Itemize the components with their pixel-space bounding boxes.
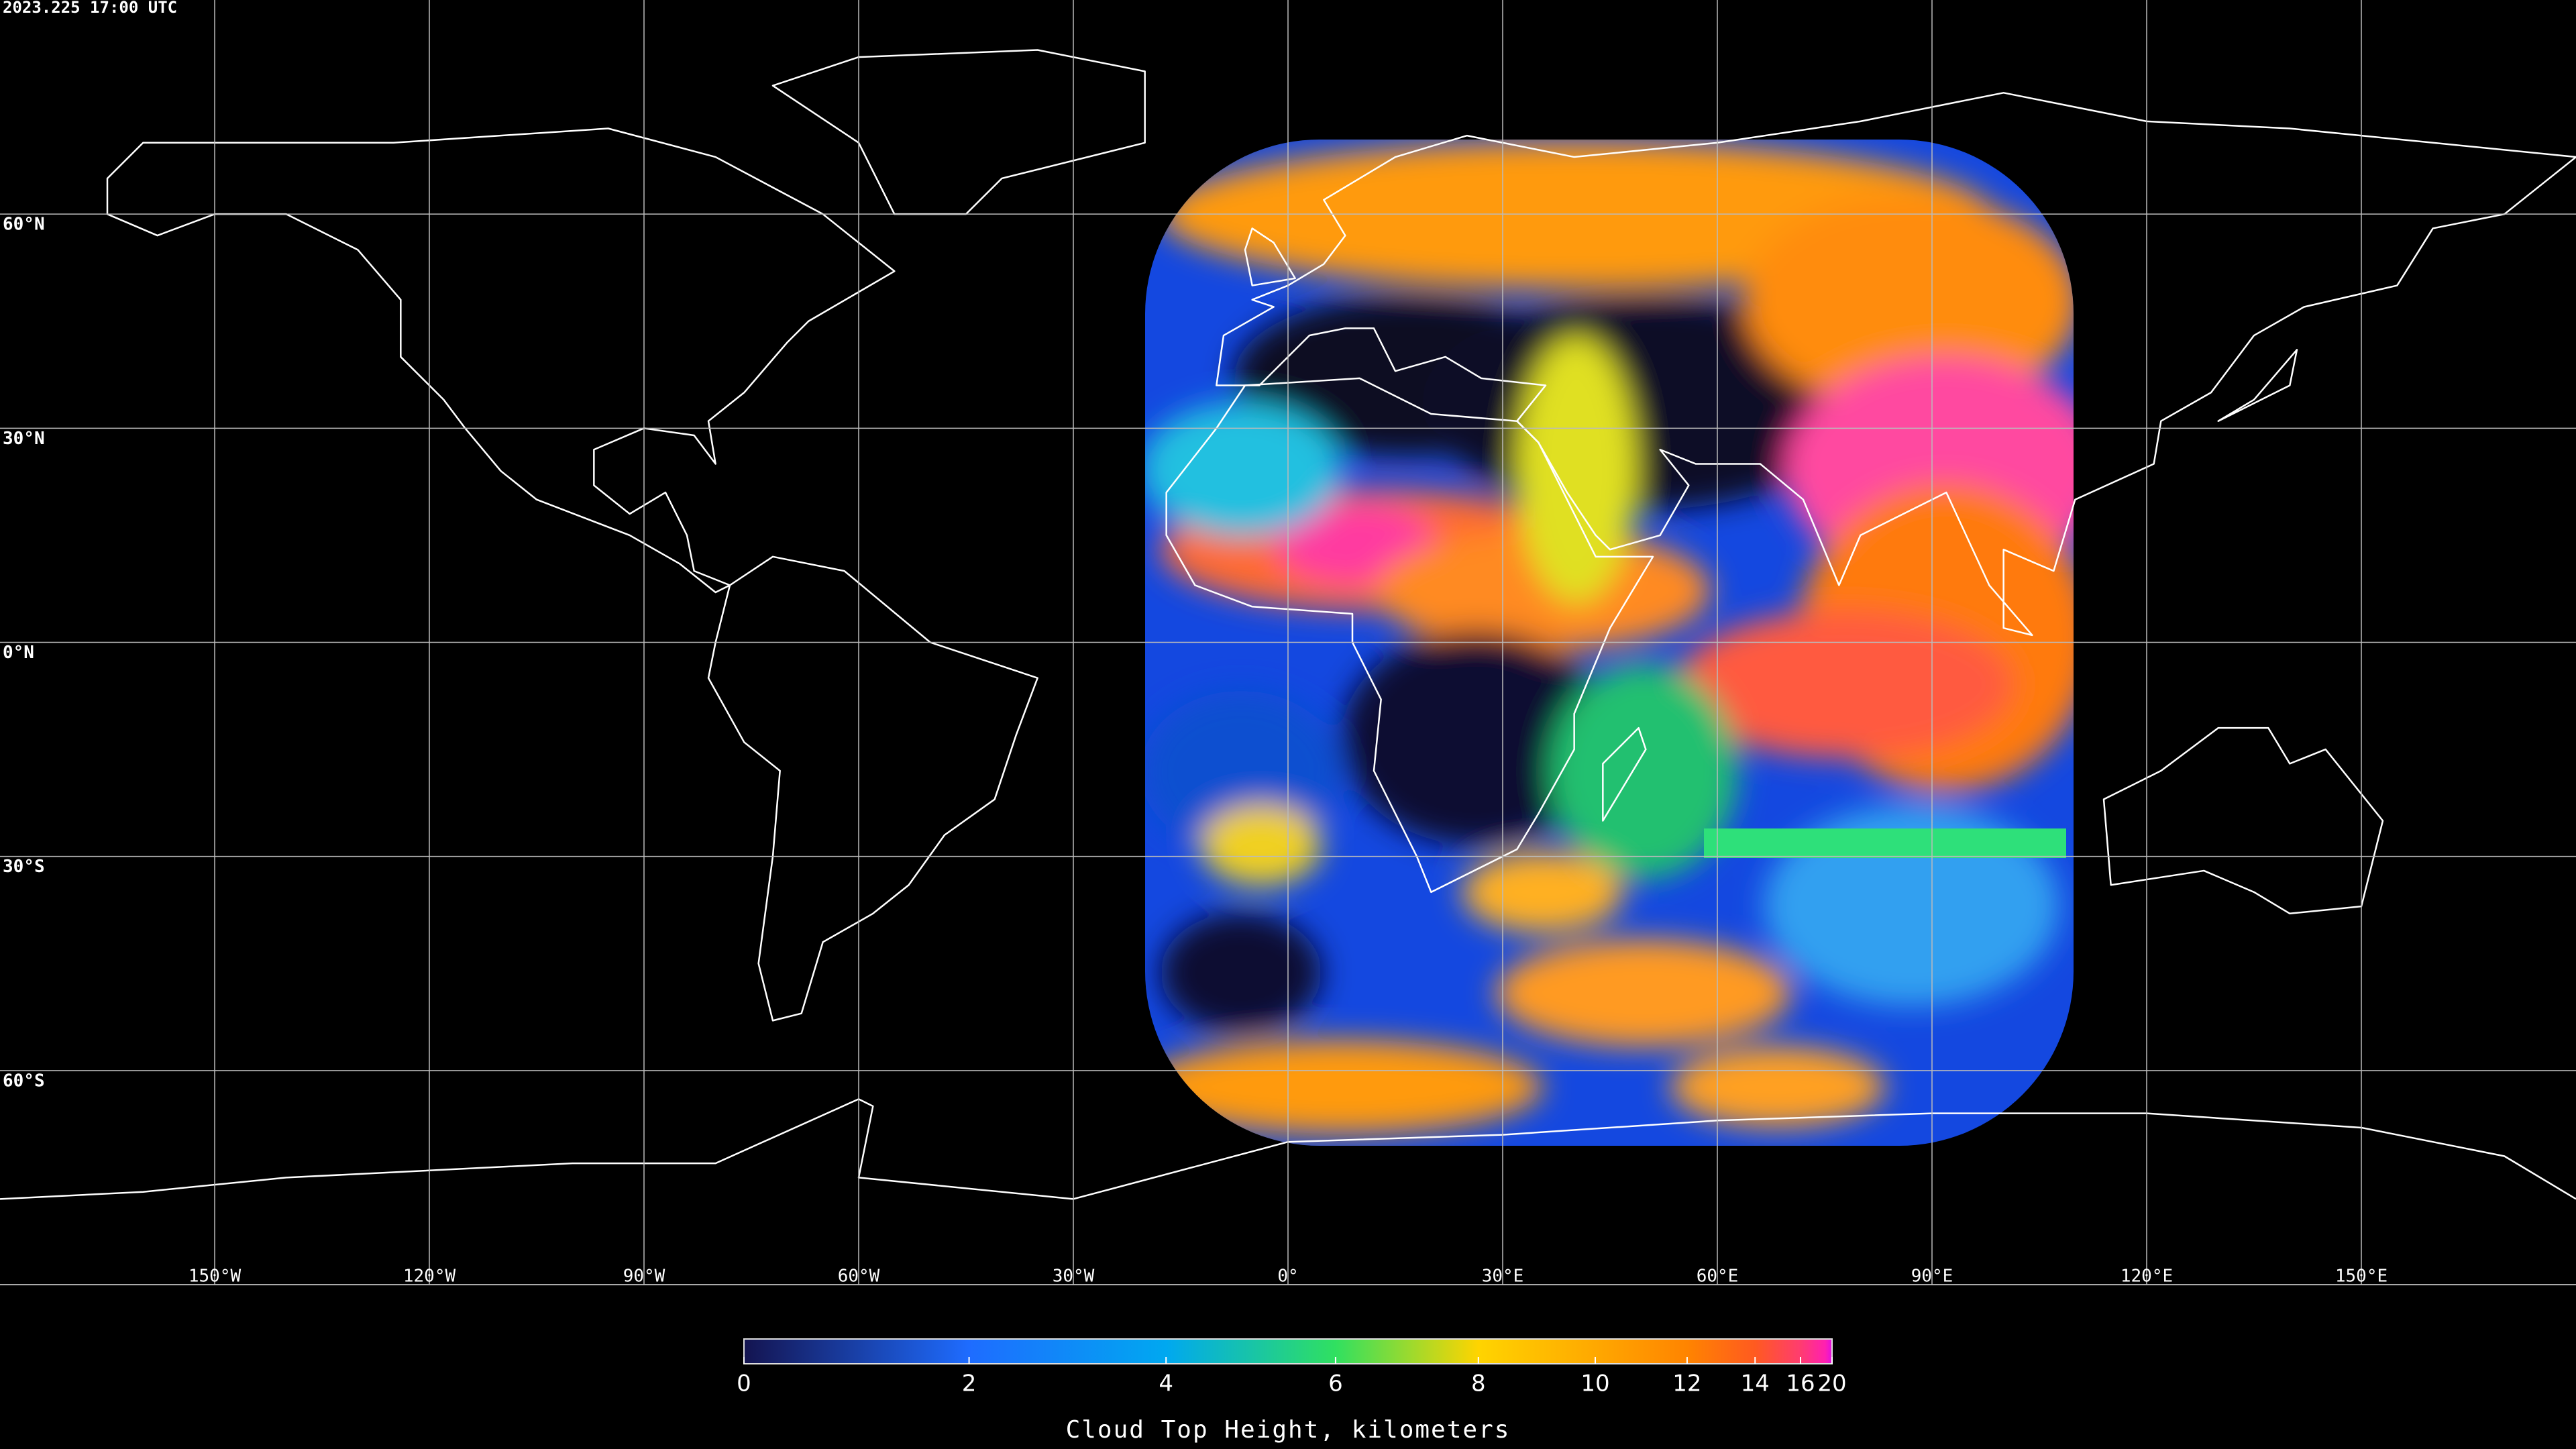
colorbar — [743, 1338, 1833, 1364]
y-tick-label: 0°N — [3, 643, 34, 663]
x-tick-label: 120°W — [403, 1267, 456, 1287]
timestamp: 2023.225 17:00 UTC — [3, 0, 177, 17]
colorbar-tick-label: 14 — [1741, 1371, 1770, 1397]
x-tick-label: 60°E — [1697, 1267, 1739, 1287]
x-tick-label: 150°W — [189, 1267, 241, 1287]
colorbar-tick-label: 10 — [1580, 1371, 1609, 1397]
x-tick-label: 90°W — [623, 1267, 665, 1287]
x-tick-label: 0° — [1277, 1267, 1298, 1287]
x-tick-label: 120°E — [2121, 1267, 2173, 1287]
y-tick-label: 60°S — [3, 1071, 45, 1091]
colorbar-tick-label: 12 — [1672, 1371, 1701, 1397]
colorbar-tick-label: 20 — [1817, 1371, 1846, 1397]
x-tick-label: 30°E — [1482, 1267, 1524, 1287]
y-tick-label: 60°N — [3, 215, 45, 235]
colorbar-tick-label: 2 — [962, 1371, 977, 1397]
colorbar-tick-label: 6 — [1328, 1371, 1343, 1397]
colorbar-tick-label: 0 — [737, 1371, 751, 1397]
colorbar-tick-label: 4 — [1159, 1371, 1173, 1397]
colorbar-tick-label: 8 — [1471, 1371, 1486, 1397]
y-tick-label: 30°N — [3, 429, 45, 449]
y-tick-label: 30°S — [3, 857, 45, 877]
x-tick-label: 90°E — [1911, 1267, 1953, 1287]
x-tick-label: 30°W — [1053, 1267, 1095, 1287]
x-tick-label: 150°E — [2335, 1267, 2387, 1287]
colorbar-label: Cloud Top Height, kilometers — [1066, 1416, 1511, 1444]
x-tick-label: 60°W — [838, 1267, 880, 1287]
colorbar-tick-label: 16 — [1786, 1371, 1815, 1397]
